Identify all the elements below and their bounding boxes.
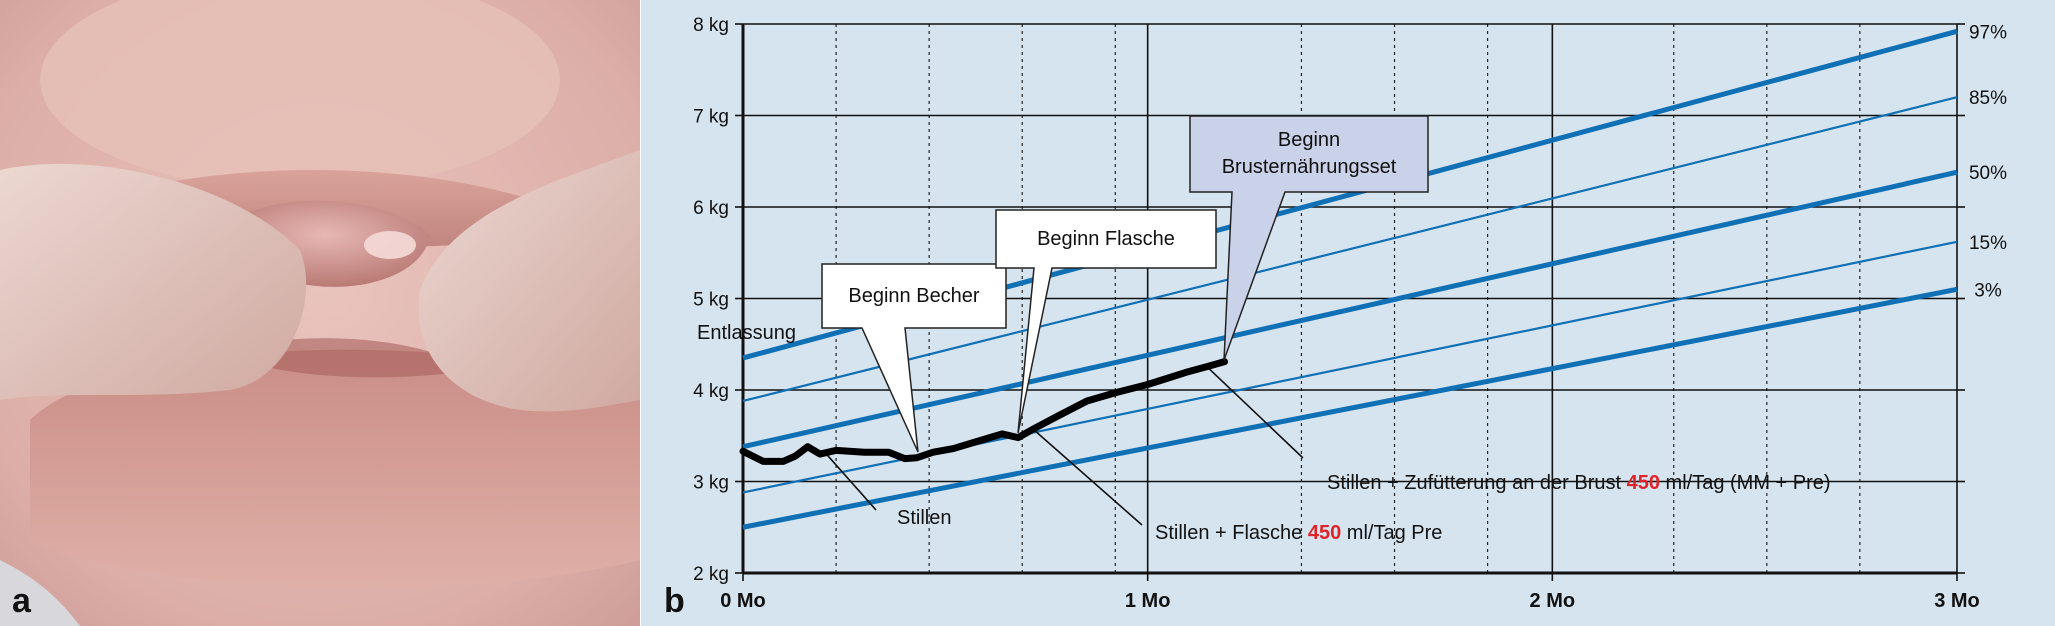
- tongue-highlight: [364, 231, 416, 259]
- percentile-line-85: [742, 96, 1958, 403]
- y-tick-label: 8 kg: [693, 15, 729, 36]
- percentile-label: 3%: [1974, 280, 2002, 301]
- cloth-corner: [0, 560, 80, 626]
- annotation-stillen-zufuetterung: Stillen + Zufütterung an der Brust 450 m…: [1327, 472, 1831, 494]
- annotation-zufuetterung-amount: 450: [1627, 472, 1660, 494]
- annotation-zufuetterung-suffix: ml/Tag (MM + Pre): [1660, 472, 1831, 494]
- axis-labels: 2 kg 3 kg 4 kg 5 kg 6 kg 7 kg 8 kg 0 Mo 1 Mo 2 Mo…: [693, 15, 2007, 612]
- annotation-flasche-suffix: ml/Tag Pre: [1341, 522, 1442, 544]
- callout-brusternaehrungsset-line1: Beginn: [1278, 129, 1340, 151]
- x-tick-label: 1 Mo: [1125, 590, 1171, 612]
- panel-b-label: b: [664, 582, 685, 620]
- callout-flasche-text: Beginn Flasche: [1037, 228, 1175, 250]
- callout-beginn-brusternaehrungsset: Beginn Brusternährungsset: [1189, 115, 1429, 361]
- right-finger: [418, 150, 640, 412]
- lower-lip: [30, 349, 640, 588]
- upper-cheek: [40, 0, 560, 190]
- percentile-label: 15%: [1969, 233, 2007, 254]
- percentile-label: 97%: [1969, 22, 2007, 43]
- callout-beginn-becher: Beginn Becher: [821, 263, 1007, 453]
- weight-curve: [739, 358, 1229, 465]
- annotation-stillen-flasche: Stillen + Flasche 450 ml/Tag Pre: [1155, 522, 1442, 544]
- y-tick-label: 2 kg: [693, 564, 729, 585]
- percentile-label: 50%: [1969, 163, 2007, 184]
- percentile-label: 85%: [1969, 88, 2007, 109]
- pointer-stillen-zufuetterung: [1207, 367, 1304, 459]
- x-tick-label: 0 Mo: [720, 590, 766, 612]
- x-tick-label: 2 Mo: [1530, 590, 1576, 612]
- y-tick-label: 4 kg: [693, 381, 729, 402]
- left-finger: [0, 163, 307, 400]
- y-tick-label: 5 kg: [693, 290, 729, 311]
- callout-brusternaehrungsset-box: [1189, 115, 1429, 361]
- annotation-zufuetterung-prefix: Stillen + Zufütterung an der Brust: [1327, 472, 1627, 494]
- percentile-line-50: [742, 169, 1958, 450]
- annotation-entlassung: Entlassung: [697, 322, 796, 344]
- mouth-photo: a: [0, 0, 640, 626]
- callout-brusternaehrungsset-line2: Brusternährungsset: [1222, 156, 1397, 178]
- annotation-stillen: Stillen: [897, 507, 951, 529]
- pointer-stillen: [823, 450, 877, 511]
- pointer-stillen-flasche: [1033, 429, 1143, 526]
- callout-becher-box: [821, 263, 1007, 453]
- annotation-flasche-amount: 450: [1308, 522, 1341, 544]
- percentile-line-3: [742, 286, 1958, 530]
- weight-curve-group: [739, 358, 1229, 465]
- y-tick-label: 3 kg: [693, 473, 729, 494]
- annotation-pointers: [823, 367, 1304, 526]
- y-tick-label: 6 kg: [693, 198, 729, 219]
- y-tick-label: 7 kg: [693, 107, 729, 128]
- callout-beginn-flasche: Beginn Flasche: [995, 209, 1217, 434]
- annotation-flasche-prefix: Stillen + Flasche: [1155, 522, 1308, 544]
- x-tick-label: 3 Mo: [1934, 590, 1980, 612]
- panel-a-label: a: [12, 582, 32, 620]
- callout-flasche-box: [995, 209, 1217, 434]
- callout-becher-text: Beginn Becher: [848, 285, 980, 307]
